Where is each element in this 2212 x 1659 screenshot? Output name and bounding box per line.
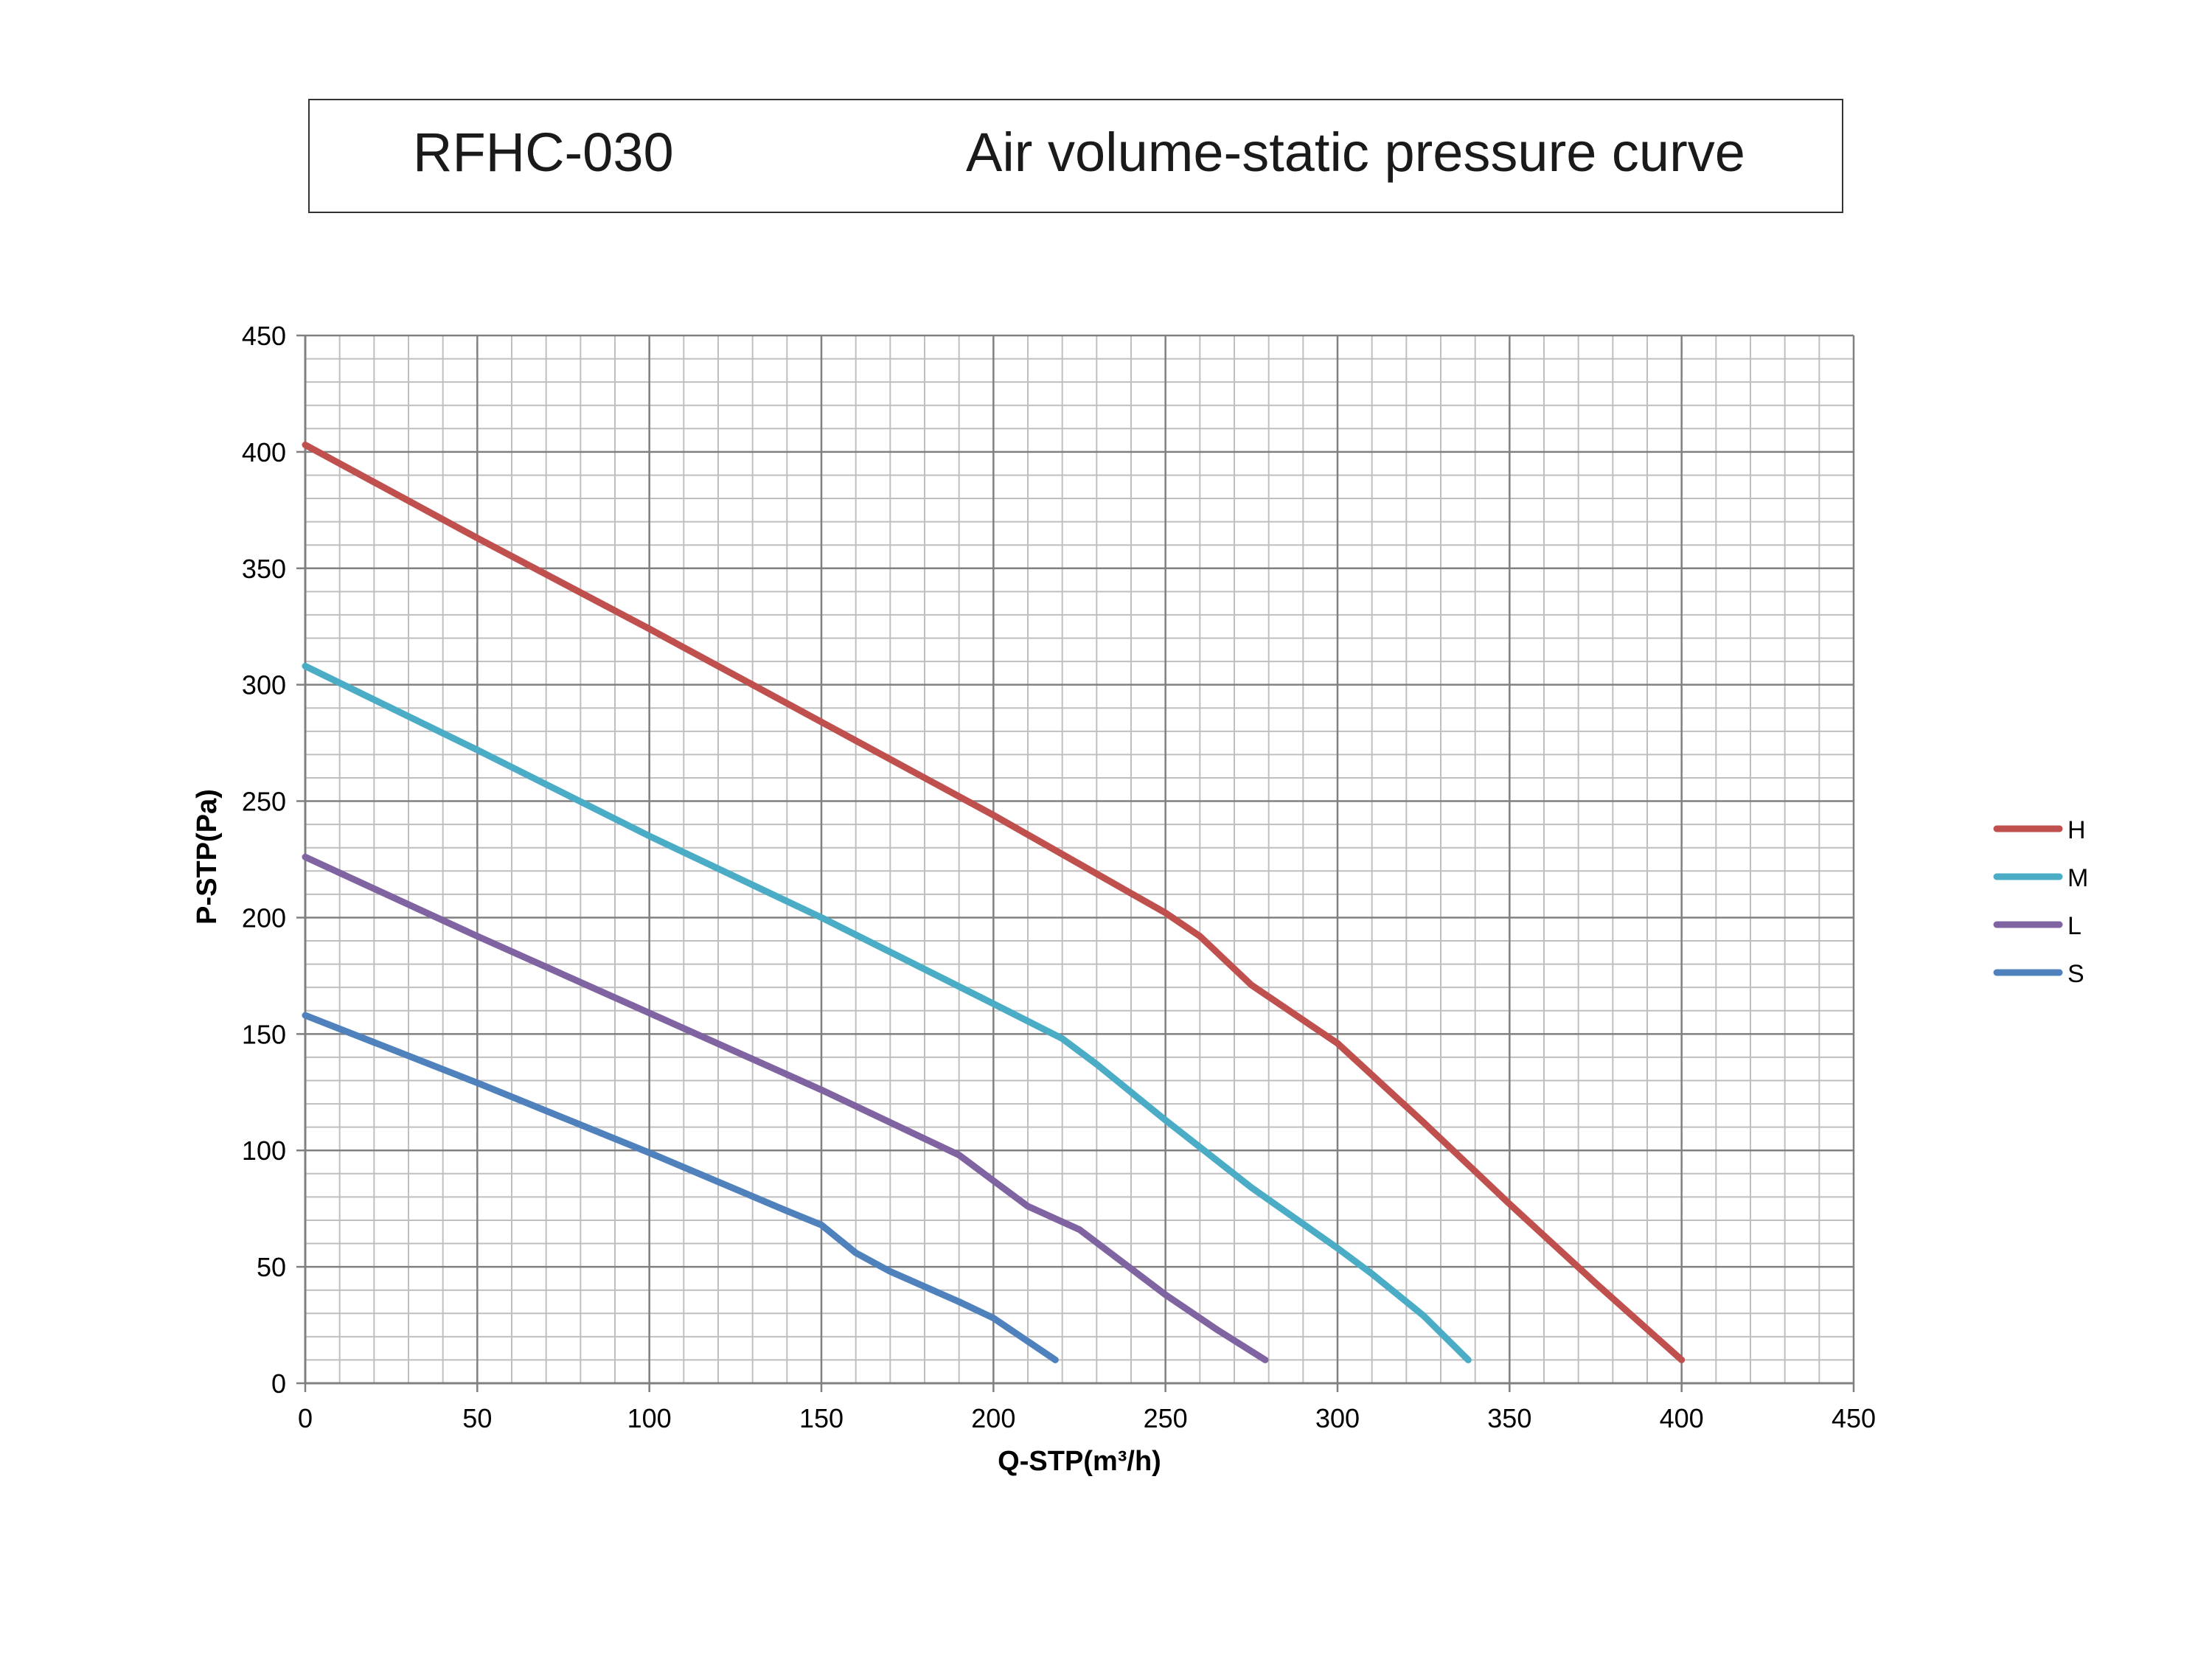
y-tick-label: 450 — [242, 321, 286, 351]
x-tick-label: 100 — [627, 1403, 672, 1433]
x-axis-title: Q-STP(m³/h) — [998, 1446, 1161, 1477]
model-name: RFHC-030 — [413, 122, 674, 183]
x-tick-label: 250 — [1144, 1403, 1188, 1433]
y-tick-label: 100 — [242, 1135, 286, 1166]
y-tick-label: 50 — [257, 1252, 286, 1282]
y-tick-label: 150 — [242, 1019, 286, 1049]
x-tick-label: 50 — [462, 1403, 492, 1433]
y-tick-label: 350 — [242, 554, 286, 584]
grid — [296, 334, 1855, 1392]
legend-label-l: L — [2067, 912, 2081, 940]
x-tick-label: 300 — [1315, 1403, 1360, 1433]
series-line-s — [302, 1012, 1059, 1363]
legend-label-h: H — [2067, 816, 2086, 844]
series-lines — [302, 441, 1686, 1363]
series-line-h — [302, 441, 1686, 1363]
series-line-l — [302, 853, 1269, 1363]
x-tick-label: 350 — [1487, 1403, 1531, 1433]
x-tick-label: 450 — [1832, 1403, 1876, 1433]
y-tick-label: 0 — [271, 1368, 286, 1399]
y-tick-label: 400 — [242, 437, 286, 467]
series-line-m — [302, 662, 1472, 1363]
x-tick-label: 150 — [799, 1403, 844, 1433]
x-tick-label: 0 — [298, 1403, 313, 1433]
y-axis-title: P-STP(Pa) — [192, 789, 223, 925]
y-tick-label: 300 — [242, 670, 286, 700]
legend-label-s: S — [2067, 960, 2084, 988]
x-tick-label: 400 — [1660, 1403, 1704, 1433]
y-tick-label: 200 — [242, 902, 286, 933]
legend-label-m: M — [2067, 864, 2088, 892]
title-box: RFHC-030 Air volume-static pressure curv… — [308, 99, 1843, 213]
tick-labels: 0 50 100 150 200 250 300 350 400 450 0 50 100 150 200 2… — [242, 321, 1876, 1433]
y-tick-label: 250 — [242, 787, 286, 817]
x-tick-label: 200 — [971, 1403, 1015, 1433]
chart-title: Air volume-static pressure curve — [966, 122, 1745, 183]
